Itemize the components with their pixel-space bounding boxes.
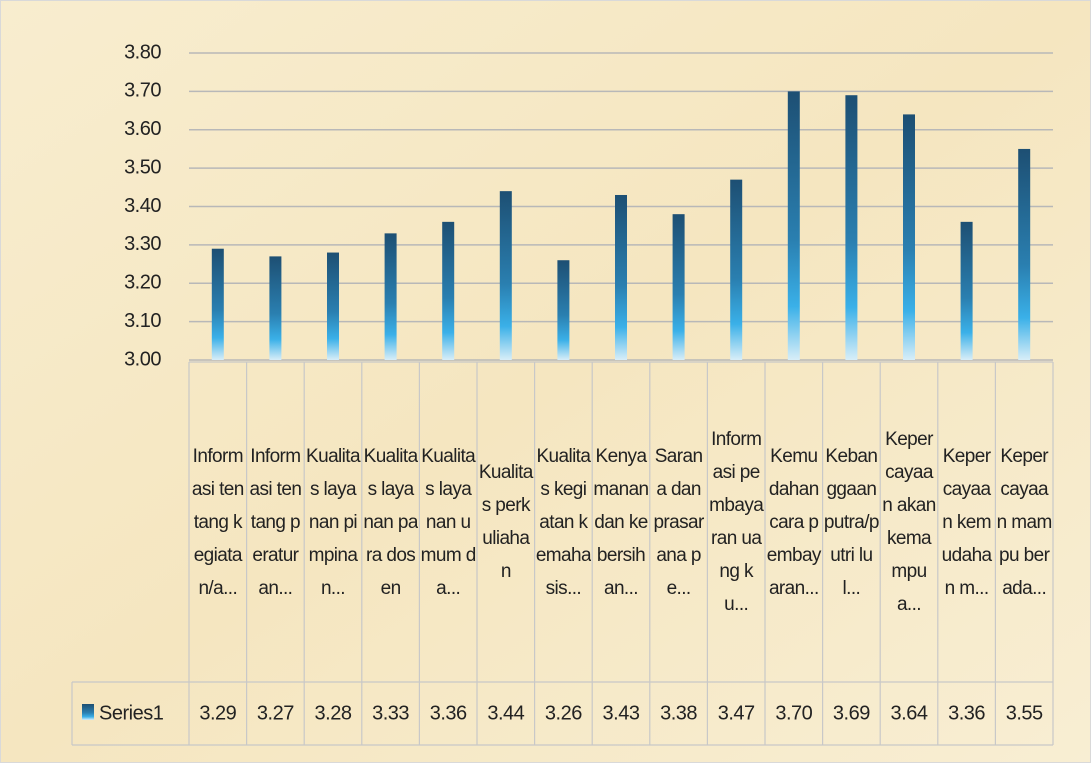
legend-key xyxy=(82,704,94,720)
x-tick-label: Informasi tentang kegiatan/a... xyxy=(191,445,244,599)
y-tick-label: 3.30 xyxy=(124,233,161,255)
y-tick-label: 3.80 xyxy=(124,41,161,63)
data-table-value: 3.70 xyxy=(775,702,812,724)
bar xyxy=(615,194,627,360)
x-tick-label: Kepercayaan mampu berada... xyxy=(996,445,1052,599)
x-tick-label-box: Kebanggaan putra/putri lul... xyxy=(823,445,879,599)
bar xyxy=(442,221,455,360)
x-tick-label-box: Kualitas layanan umum da... xyxy=(420,445,476,599)
x-tick-label-box: Sarana dan prasarana pe... xyxy=(653,445,704,599)
x-tick-label: Kepercayaan kemudahan m... xyxy=(941,445,992,599)
x-tick-label: Sarana dan prasarana pe... xyxy=(653,445,704,599)
data-table-value: 3.43 xyxy=(603,702,640,724)
x-tick-label: Kualitas layanan para dosen xyxy=(363,445,418,599)
x-tick-label: Kenyamanan dan kebersihan... xyxy=(593,445,649,599)
y-tick-label: 3.00 xyxy=(124,348,161,370)
bar xyxy=(845,95,858,361)
bar xyxy=(327,252,339,360)
y-tick-label: 3.70 xyxy=(124,80,161,102)
bar xyxy=(211,248,224,360)
data-table-value: 3.36 xyxy=(948,702,985,724)
x-tick-label: Kebanggaan putra/putri lul... xyxy=(823,445,879,599)
bar xyxy=(557,260,570,360)
y-tick-label: 3.50 xyxy=(124,156,161,178)
data-table-value: 3.27 xyxy=(257,702,294,724)
x-tick-label-box: Kepercayaan kemudahan m... xyxy=(941,445,992,599)
y-tick-label: 3.40 xyxy=(124,195,161,217)
data-table-value: 3.47 xyxy=(718,702,755,724)
x-tick-label: Informasi pembayaran uang ku... xyxy=(709,429,764,615)
x-tick-label-box: Kenyamanan dan kebersihan... xyxy=(593,445,649,599)
x-tick-label-box: Kualitas layanan para dosen xyxy=(363,445,418,599)
x-tick-label: Kualitas perkuliahan xyxy=(478,462,534,582)
x-tick-label-box: Kualitas kegiatan kemahasis... xyxy=(535,445,591,599)
x-tick-label: Kemudahan cara pembayaran... xyxy=(766,445,822,599)
x-tick-label-box: Kepercayaan mampu berada... xyxy=(996,445,1052,599)
data-table-value: 3.26 xyxy=(545,702,582,724)
y-tick-label: 3.20 xyxy=(124,272,161,294)
bar xyxy=(730,179,743,360)
data-table-value: 3.28 xyxy=(315,702,352,724)
bar xyxy=(1018,148,1031,360)
y-tick-label: 3.60 xyxy=(124,118,161,140)
x-tick-label-box: Informasi tentang kegiatan/a... xyxy=(191,445,244,599)
x-tick-label-box: Kemudahan cara pembayaran... xyxy=(766,445,822,599)
x-tick-label-box: Kualitas layanan pimpinan... xyxy=(306,445,361,599)
data-table-value: 3.55 xyxy=(1006,702,1043,724)
bar xyxy=(787,91,800,360)
bar xyxy=(672,214,685,360)
legend-label: Series1 xyxy=(99,702,164,724)
data-table-value: 3.64 xyxy=(891,702,928,724)
y-tick-label: 3.10 xyxy=(124,310,161,332)
bar xyxy=(903,114,915,361)
data-table-value: 3.36 xyxy=(430,702,467,724)
data-table-value: 3.29 xyxy=(199,702,236,724)
x-tick-label: Kualitas layanan umum da... xyxy=(420,445,476,599)
bar xyxy=(499,191,512,360)
data-table-value: 3.69 xyxy=(833,702,870,724)
data-table-value: 3.38 xyxy=(660,702,697,724)
bar xyxy=(960,221,973,360)
x-tick-label: Informasi tentang peraturan... xyxy=(249,445,302,599)
x-tick-label: Kualitas kegiatan kemahasis... xyxy=(535,445,591,599)
x-tick-label: Kualitas layanan pimpinan... xyxy=(306,445,361,599)
data-table-value: 3.44 xyxy=(487,702,524,724)
bar xyxy=(269,256,282,360)
x-tick-label-box: Kualitas perkuliahan xyxy=(478,462,534,582)
x-tick-label-box: Informasi pembayaran uang ku... xyxy=(709,429,764,615)
data-table-value: 3.33 xyxy=(372,702,409,724)
bar xyxy=(384,233,397,360)
x-tick-label-box: Informasi tentang peraturan... xyxy=(249,445,302,599)
x-tick-label-box: Kepercayaan akan kemampua... xyxy=(882,429,936,615)
x-tick-label: Kepercayaan akan kemampua... xyxy=(882,429,936,615)
